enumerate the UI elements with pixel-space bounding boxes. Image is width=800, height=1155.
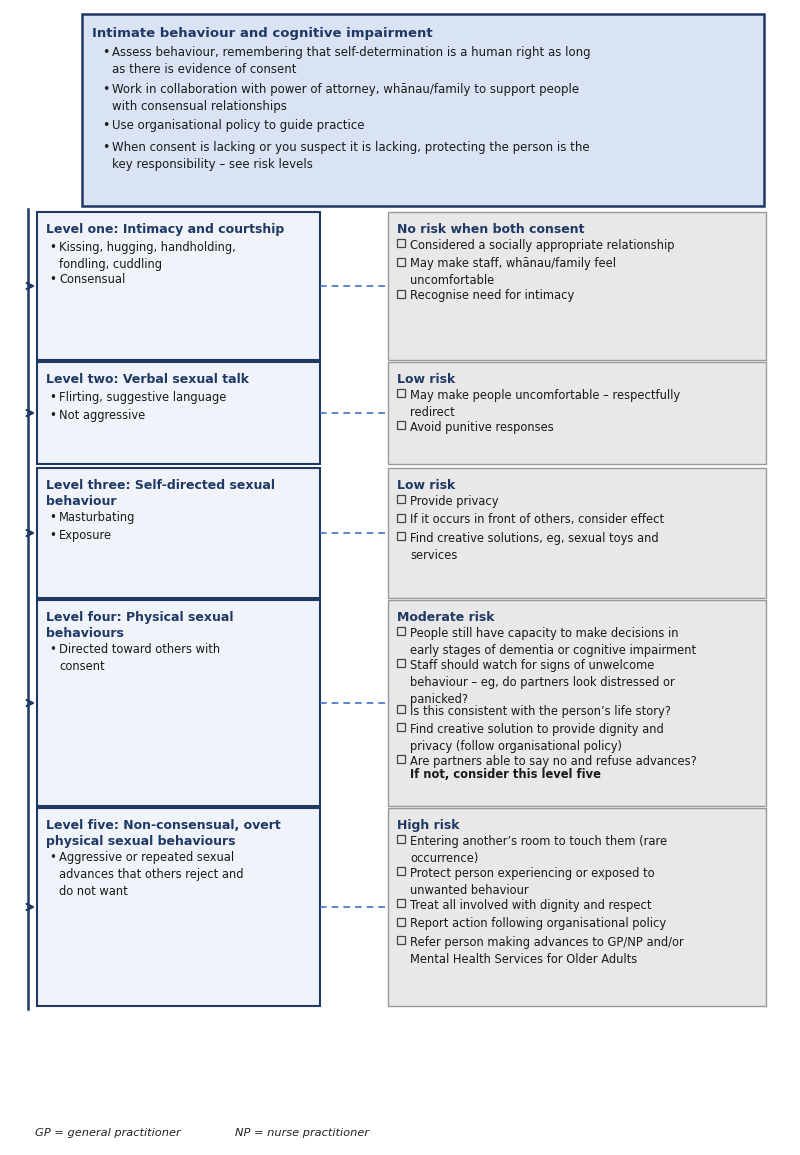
Text: Level five: Non-consensual, overt
physical sexual behaviours: Level five: Non-consensual, overt physic… (46, 819, 281, 848)
Bar (397, 705, 405, 713)
Bar (397, 239, 405, 247)
Text: Work in collaboration with power of attorney, whānau/family to support people
wi: Work in collaboration with power of atto… (112, 83, 579, 112)
Bar (37, 468, 320, 598)
Text: No risk when both consent: No risk when both consent (397, 223, 585, 236)
Bar (37, 599, 320, 806)
Text: Masturbating: Masturbating (59, 511, 135, 524)
Text: Exposure: Exposure (59, 529, 112, 543)
Bar (82, 14, 764, 206)
Text: Level three: Self-directed sexual
behaviour: Level three: Self-directed sexual behavi… (46, 479, 275, 508)
Text: High risk: High risk (397, 819, 459, 832)
Text: Low risk: Low risk (397, 373, 455, 386)
Bar (397, 835, 405, 843)
Text: Intimate behaviour and cognitive impairment: Intimate behaviour and cognitive impairm… (92, 27, 433, 40)
Bar (397, 532, 405, 541)
Bar (397, 867, 405, 875)
Bar (388, 468, 766, 598)
Text: Entering another’s room to touch them (rare
occurrence): Entering another’s room to touch them (r… (410, 835, 667, 865)
Bar (397, 258, 405, 266)
Text: If it occurs in front of others, consider effect: If it occurs in front of others, conside… (410, 514, 664, 527)
Text: Not aggressive: Not aggressive (59, 410, 146, 423)
Text: Staff should watch for signs of unwelcome
behaviour – eg, do partners look distr: Staff should watch for signs of unwelcom… (410, 660, 674, 706)
Text: Low risk: Low risk (397, 479, 455, 492)
Text: Recognise need for intimacy: Recognise need for intimacy (410, 290, 574, 303)
Bar (397, 514, 405, 522)
Text: Assess behaviour, remembering that self-determination is a human right as long
a: Assess behaviour, remembering that self-… (112, 46, 590, 76)
Text: Protect person experiencing or exposed to
unwanted behaviour: Protect person experiencing or exposed t… (410, 867, 654, 896)
Text: Considered a socially appropriate relationship: Considered a socially appropriate relati… (410, 239, 674, 252)
Text: Moderate risk: Moderate risk (397, 611, 494, 624)
Text: When consent is lacking or you suspect it is lacking, protecting the person is t: When consent is lacking or you suspect i… (112, 141, 590, 171)
Text: Flirting, suggestive language: Flirting, suggestive language (59, 392, 226, 404)
Text: Level four: Physical sexual
behaviours: Level four: Physical sexual behaviours (46, 611, 234, 640)
Text: •: • (49, 241, 56, 254)
Text: Provide privacy: Provide privacy (410, 495, 498, 508)
Text: Level one: Intimacy and courtship: Level one: Intimacy and courtship (46, 223, 284, 236)
Text: May make people uncomfortable – respectfully
redirect: May make people uncomfortable – respectf… (410, 389, 680, 419)
Text: •: • (102, 119, 110, 132)
Text: •: • (49, 273, 56, 286)
Bar (397, 660, 405, 666)
Bar (397, 627, 405, 635)
Text: People still have capacity to make decisions in
early stages of dementia or cogn: People still have capacity to make decis… (410, 627, 696, 657)
Text: Refer person making advances to GP/NP and/or
Mental Health Services for Older Ad: Refer person making advances to GP/NP an… (410, 936, 684, 966)
Text: •: • (49, 410, 56, 423)
Text: Find creative solutions, eg, sexual toys and
services: Find creative solutions, eg, sexual toys… (410, 532, 658, 561)
Text: Kissing, hugging, handholding,
fondling, cuddling: Kissing, hugging, handholding, fondling,… (59, 241, 236, 270)
Text: Avoid punitive responses: Avoid punitive responses (410, 422, 554, 434)
Bar (388, 213, 766, 360)
Text: May make staff, whānau/family feel
uncomfortable: May make staff, whānau/family feel uncom… (410, 258, 616, 288)
Text: Level two: Verbal sexual talk: Level two: Verbal sexual talk (46, 373, 249, 386)
Bar (388, 362, 766, 464)
Bar (388, 808, 766, 1006)
Text: •: • (49, 643, 56, 656)
Text: •: • (49, 511, 56, 524)
Bar (397, 290, 405, 298)
Bar (388, 599, 766, 806)
Bar (397, 899, 405, 907)
Bar (397, 389, 405, 397)
Bar (37, 808, 320, 1006)
Text: Find creative solution to provide dignity and
privacy (follow organisational pol: Find creative solution to provide dignit… (410, 723, 664, 753)
Bar (37, 213, 320, 360)
Text: •: • (49, 851, 56, 864)
Bar (397, 495, 405, 502)
Text: •: • (49, 392, 56, 404)
Text: •: • (49, 529, 56, 543)
Text: Directed toward others with
consent: Directed toward others with consent (59, 643, 220, 673)
Text: Use organisational policy to guide practice: Use organisational policy to guide pract… (112, 119, 365, 132)
Text: •: • (102, 46, 110, 59)
Bar (397, 917, 405, 925)
Bar (397, 723, 405, 731)
Bar (37, 362, 320, 464)
Text: •: • (102, 83, 110, 96)
Bar (397, 755, 405, 763)
Text: GP = general practitioner: GP = general practitioner (35, 1128, 181, 1138)
Text: Aggressive or repeated sexual
advances that others reject and
do not want: Aggressive or repeated sexual advances t… (59, 851, 243, 897)
Text: If not, consider this level five: If not, consider this level five (410, 768, 601, 782)
Bar (397, 422, 405, 429)
Text: Treat all involved with dignity and respect: Treat all involved with dignity and resp… (410, 899, 651, 912)
Text: Report action following organisational policy: Report action following organisational p… (410, 917, 666, 931)
Text: Consensual: Consensual (59, 273, 126, 286)
Text: •: • (102, 141, 110, 154)
Bar (397, 936, 405, 944)
Text: Are partners able to say no and refuse advances?: Are partners able to say no and refuse a… (410, 755, 697, 768)
Text: NP = nurse practitioner: NP = nurse practitioner (235, 1128, 369, 1138)
Text: Is this consistent with the person’s life story?: Is this consistent with the person’s lif… (410, 705, 671, 717)
